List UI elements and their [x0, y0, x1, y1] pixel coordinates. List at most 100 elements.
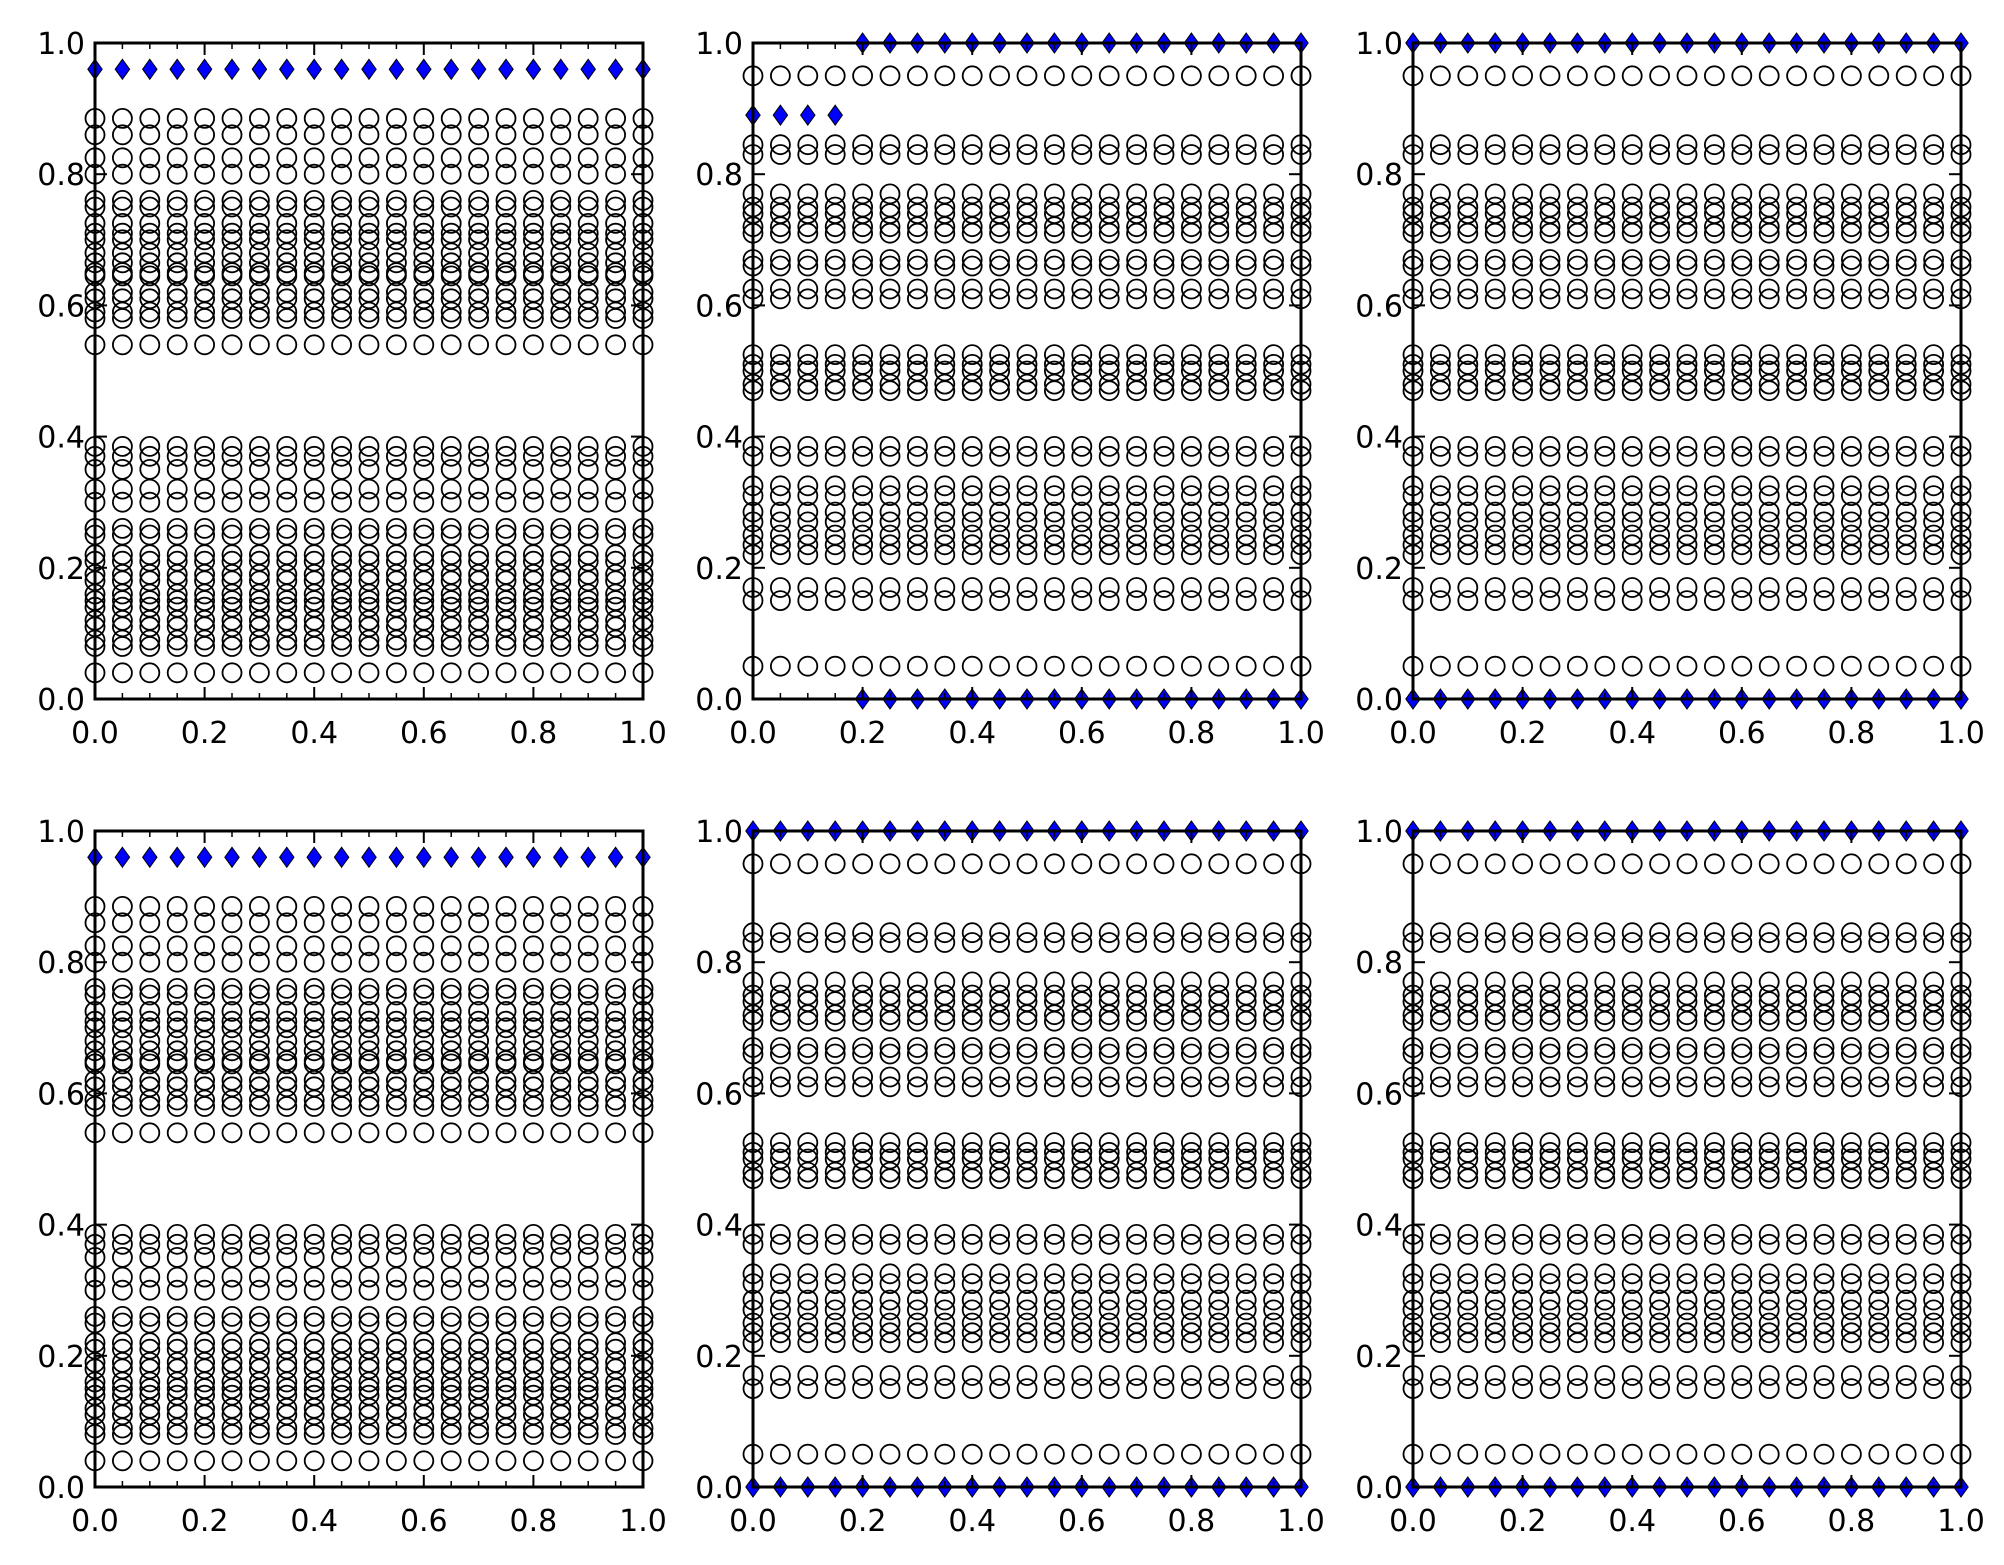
circle-point: [1539, 577, 1561, 598]
circle-point: [989, 353, 1010, 375]
diamond-point: [552, 58, 569, 81]
diamond-point: [224, 846, 240, 869]
circle-point: [1457, 183, 1479, 205]
circle-point: [303, 189, 325, 211]
circle-point: [1263, 255, 1284, 277]
circle-point: [1868, 1443, 1890, 1465]
circle-point: [1923, 183, 1944, 205]
circle-point: [194, 1247, 216, 1268]
circle-point: [440, 550, 462, 572]
circle-point: [194, 550, 216, 572]
circle-point: [1126, 577, 1147, 598]
circle-point: [440, 435, 462, 457]
circle-point: [495, 163, 517, 185]
circle-point: [1758, 255, 1780, 277]
circle-point: [550, 252, 572, 274]
circle-point: [166, 1266, 188, 1288]
circle-point: [550, 1306, 572, 1327]
circle-point: [358, 229, 380, 251]
circle-point: [1786, 511, 1807, 533]
circle-point: [1813, 344, 1835, 366]
circle-point: [1649, 435, 1670, 457]
diamond-point: [169, 58, 186, 81]
circle-point: [1044, 344, 1065, 366]
circle-point: [961, 435, 983, 457]
circle-point: [1813, 288, 1835, 310]
circle-point: [1484, 344, 1506, 366]
circle-point: [879, 577, 901, 598]
circle-point: [1512, 511, 1533, 533]
circle-point: [1594, 655, 1616, 677]
circle-point: [358, 1312, 380, 1334]
circle-point: [961, 288, 983, 310]
circle-point: [248, 108, 270, 129]
circle-point: [1594, 590, 1616, 611]
circle-point: [468, 1384, 490, 1406]
circle-point: [879, 360, 901, 382]
circle-point: [385, 252, 407, 274]
circle-point: [1841, 971, 1862, 993]
circle-point: [112, 108, 133, 129]
circle-point: [1235, 344, 1257, 366]
circle-point: [1649, 1365, 1670, 1386]
circle-point: [139, 1266, 161, 1288]
circle-point: [248, 189, 270, 211]
circle-point: [1813, 524, 1835, 546]
circle-point: [468, 518, 490, 539]
circle-point: [385, 478, 407, 500]
circle-point: [1512, 590, 1533, 611]
circle-point: [1512, 475, 1533, 497]
circle-point: [112, 491, 133, 513]
circle-point: [1567, 134, 1588, 156]
circle-point: [1539, 1443, 1561, 1465]
circle-point: [989, 196, 1010, 218]
circle-point: [248, 229, 270, 251]
circle-point: [1512, 524, 1533, 546]
circle-point: [1704, 445, 1725, 467]
circle-point: [112, 147, 133, 169]
circle-point: [907, 344, 928, 366]
circle-point: [523, 435, 544, 457]
circle-point: [1235, 655, 1257, 677]
circle-point: [1208, 1443, 1230, 1465]
circle-point: [385, 524, 407, 546]
circle-point: [1512, 1443, 1533, 1465]
circle-point: [1621, 183, 1643, 205]
circle-point: [1430, 183, 1451, 205]
circle-point: [1594, 196, 1616, 218]
circle-point: [1235, 501, 1257, 523]
circle-point: [824, 134, 846, 156]
circle-point: [358, 1266, 380, 1288]
circle-point: [358, 334, 380, 356]
circle-point: [194, 229, 216, 251]
circle-point: [1676, 577, 1698, 598]
circle-point: [1484, 278, 1506, 300]
circle-point: [468, 1338, 490, 1360]
circle-point: [1676, 435, 1698, 457]
circle-point: [1181, 534, 1202, 556]
circle-point: [1567, 511, 1588, 533]
circle-point: [1044, 445, 1065, 467]
diamond-point: [333, 846, 350, 869]
circle-point: [879, 435, 901, 457]
circle-point: [797, 524, 819, 546]
circle-point: [1786, 590, 1807, 611]
circle-point: [276, 518, 298, 539]
circle-point: [1621, 501, 1643, 523]
circle-point: [495, 662, 517, 684]
circle-point: [1649, 288, 1670, 310]
circle-point: [1181, 445, 1202, 467]
diamond-point: [388, 58, 405, 81]
circle-point: [1430, 524, 1451, 546]
circle-point: [303, 124, 325, 146]
circle-point: [1731, 853, 1753, 875]
circle-point: [1484, 501, 1506, 523]
circle-point: [1235, 475, 1257, 497]
circle-point: [221, 334, 243, 356]
axes-frame: [93, 41, 645, 701]
circle-point: [1071, 360, 1093, 382]
circle-point: [1567, 288, 1588, 310]
y-tick-label: 0.6: [37, 1077, 85, 1112]
circle-point: [139, 1279, 161, 1301]
circle-point: [1208, 183, 1230, 205]
